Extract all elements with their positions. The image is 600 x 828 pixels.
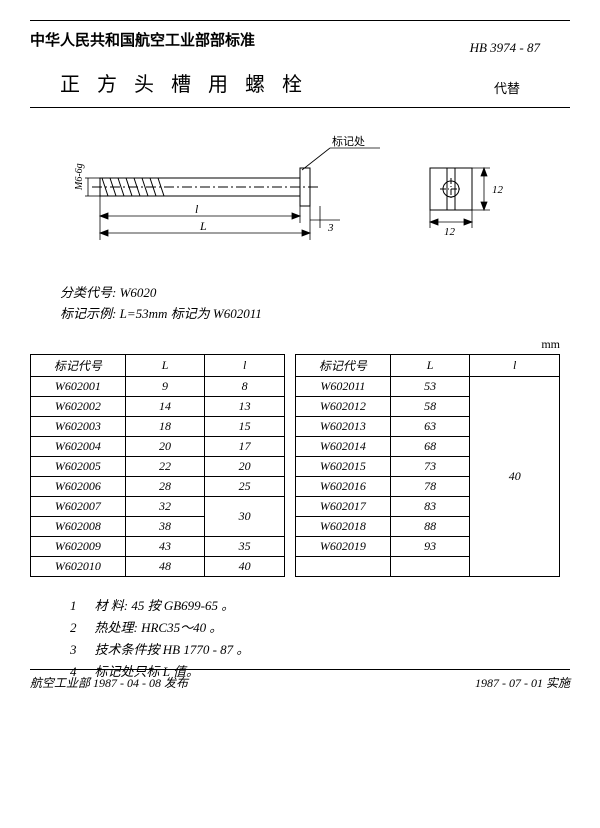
th-L: L xyxy=(125,354,205,376)
th-l: l xyxy=(470,354,560,376)
table-cell: W602012 xyxy=(296,396,391,416)
table-cell: W602004 xyxy=(31,436,126,456)
table-cell xyxy=(296,557,391,576)
dim-12v: 12 xyxy=(492,184,504,196)
table-right: 标记代号 L l W6020115340W60201258W60201363W6… xyxy=(295,354,560,577)
table-cell: 22 xyxy=(125,456,205,476)
table-cell: 78 xyxy=(390,477,470,497)
fn-text: 技术条件按 HB 1770 - 87 。 xyxy=(95,639,250,661)
table-cell: 68 xyxy=(390,436,470,456)
table-left: 标记代号 L l W60200198 W6020021413 W6020031815… xyxy=(30,354,285,577)
table-cell: 73 xyxy=(390,456,470,476)
class-code-line: 分类代号: W6020 xyxy=(60,283,570,304)
table-cell: 35 xyxy=(205,536,285,556)
table-cell: 93 xyxy=(390,537,470,557)
table-cell: 20 xyxy=(205,456,285,476)
table-cell: 40 xyxy=(470,376,560,576)
unit-label: mm xyxy=(30,337,570,352)
table-cell: 8 xyxy=(205,376,285,396)
dim-12h: 12 xyxy=(444,226,456,238)
table-cell: 48 xyxy=(125,556,205,576)
table-cell: 15 xyxy=(205,416,285,436)
table-cell: 43 xyxy=(125,536,205,556)
dim-L: L xyxy=(199,219,207,233)
example-line: 标记示例: L=53mm 标记为 W602011 xyxy=(60,304,570,325)
table-cell: 58 xyxy=(390,396,470,416)
th-l: l xyxy=(205,354,285,376)
table-cell: W602019 xyxy=(296,537,391,557)
fn-num: 1 xyxy=(70,595,77,617)
table-cell: 40 xyxy=(205,556,285,576)
table-cell: W602008 xyxy=(31,516,126,536)
example-label: 标记示例: xyxy=(60,306,116,321)
table-cell: W602013 xyxy=(296,416,391,436)
fn-num: 3 xyxy=(70,639,77,661)
dim-3: 3 xyxy=(327,222,334,234)
table-cell: 13 xyxy=(205,396,285,416)
table-cell: 9 xyxy=(125,376,205,396)
table-cell: W602007 xyxy=(31,496,126,516)
table-cell: W602011 xyxy=(296,376,391,396)
example-text: L=53mm 标记为 W602011 xyxy=(120,306,262,321)
table-cell: 14 xyxy=(125,396,205,416)
replaces-label: 代替 xyxy=(494,78,520,97)
table-cell: 28 xyxy=(125,476,205,496)
table-cell: W602003 xyxy=(31,416,126,436)
table-cell: 20 xyxy=(125,436,205,456)
dim-thread: M6-6g xyxy=(74,163,85,191)
callout-label: 标记处 xyxy=(332,134,365,148)
table-cell: W602010 xyxy=(31,556,126,576)
table-cell: 18 xyxy=(125,416,205,436)
table-cell: W602016 xyxy=(296,477,391,497)
dim-l: l xyxy=(195,202,199,216)
table-cell: 53 xyxy=(390,376,470,396)
class-code-value: W6020 xyxy=(120,285,157,300)
table-cell: 38 xyxy=(125,516,205,536)
fn-text: 热处理: HRC35～40 。 xyxy=(95,617,223,639)
spec-tables: 标记代号 L l W60200198 W6020021413 W6020031815… xyxy=(30,354,570,577)
table-cell: 25 xyxy=(205,476,285,496)
table-cell: W602009 xyxy=(31,536,126,556)
doc-code: HB 3974 - 87 xyxy=(470,40,540,56)
table-cell: W602001 xyxy=(31,376,126,396)
table-cell: 83 xyxy=(390,497,470,517)
table-cell xyxy=(390,557,470,576)
table-cell: 63 xyxy=(390,416,470,436)
table-cell: 30 xyxy=(205,496,285,536)
class-code-label: 分类代号: xyxy=(60,285,116,300)
table-cell: W602014 xyxy=(296,436,391,456)
th-code: 标记代号 xyxy=(31,354,126,376)
th-L: L xyxy=(390,354,470,376)
th-code: 标记代号 xyxy=(296,354,391,376)
footer: 航空工业部 1987 - 04 - 08 发布 1987 - 07 - 01 实… xyxy=(30,669,570,691)
table-cell: W602017 xyxy=(296,497,391,517)
fn-text: 材 料: 45 按 GB699-65 。 xyxy=(95,595,235,617)
technical-drawing: M6-6g 标记处 l xyxy=(30,128,570,268)
table-cell: W602015 xyxy=(296,456,391,476)
footer-left: 航空工业部 1987 - 04 - 08 发布 xyxy=(30,674,188,691)
table-cell: 32 xyxy=(125,496,205,516)
fn-num: 2 xyxy=(70,617,77,639)
table-cell: W602002 xyxy=(31,396,126,416)
table-cell: W602018 xyxy=(296,517,391,537)
table-cell: 17 xyxy=(205,436,285,456)
table-cell: W602005 xyxy=(31,456,126,476)
table-cell: 88 xyxy=(390,517,470,537)
table-cell: W602006 xyxy=(31,476,126,496)
footer-right: 1987 - 07 - 01 实施 xyxy=(475,674,570,691)
